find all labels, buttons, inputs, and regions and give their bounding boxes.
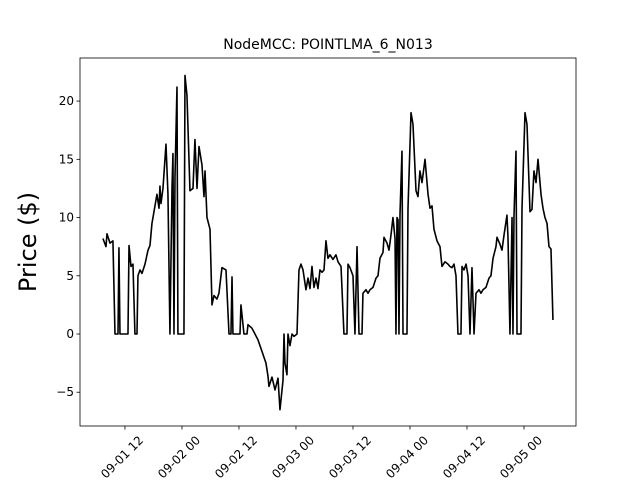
y-tick-label: 15 — [59, 152, 74, 166]
axes-frame — [79, 57, 577, 427]
y-tick-label: 20 — [59, 94, 74, 108]
y-tick-label: −5 — [56, 385, 74, 399]
plot-area — [102, 74, 554, 411]
y-tick-label: 0 — [66, 327, 74, 341]
chart-title: NodeMCC: POINTLMA_6_N013 — [223, 37, 433, 53]
price-line — [102, 74, 554, 411]
y-tick-label: 10 — [59, 211, 74, 225]
y-tick-label: 5 — [66, 269, 74, 283]
y-axis-label: Price ($) — [14, 192, 42, 292]
